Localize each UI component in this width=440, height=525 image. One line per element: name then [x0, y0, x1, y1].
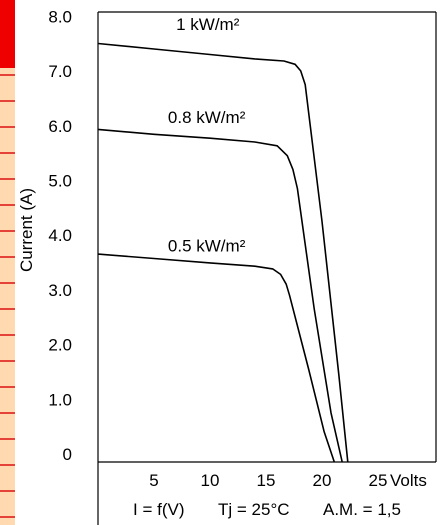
- y-tick-label: 8.0: [48, 7, 72, 26]
- iv-curve-1: [97, 128, 343, 463]
- caption-equation: I = f(V): [133, 500, 184, 519]
- strip-top-block: [0, 0, 15, 68]
- strip-background: [0, 0, 15, 525]
- x-tick-labels: 5 10 15 20 25: [149, 471, 387, 490]
- x-tick-label: 10: [201, 471, 220, 490]
- y-tick-label: 6.0: [48, 117, 72, 136]
- curve-labels: 1 kW/m² 0.8 kW/m² 0.5 kW/m²: [168, 15, 246, 256]
- caption-air-mass: A.M. = 1,5: [323, 500, 401, 519]
- caption: I = f(V) Tj = 25°C A.M. = 1,5: [133, 500, 401, 519]
- plot-frame: [97, 11, 437, 525]
- y-tick-label: 1.0: [48, 390, 72, 409]
- iv-curves: [97, 42, 349, 463]
- curve-label-0: 1 kW/m²: [176, 15, 240, 34]
- decorative-side-strip: [0, 0, 15, 525]
- y-tick-label: 2.0: [48, 336, 72, 355]
- y-tick-label: 4.0: [48, 226, 72, 245]
- caption-temperature: Tj = 25°C: [218, 500, 290, 519]
- y-tick-labels: 0 1.0 2.0 3.0 4.0 5.0 6.0 7.0 8.0: [48, 7, 72, 464]
- x-tick-label: 25: [369, 471, 388, 490]
- x-tick-label: 20: [313, 471, 332, 490]
- x-axis-unit: Volts: [390, 471, 427, 490]
- y-tick-label: 0: [63, 445, 72, 464]
- y-tick-label: 5.0: [48, 172, 72, 191]
- iv-curve-2: [97, 253, 336, 463]
- iv-curve-0: [97, 42, 349, 463]
- y-axis-title: Current (A): [17, 188, 36, 272]
- y-tick-label: 3.0: [48, 281, 72, 300]
- curve-label-1: 0.8 kW/m²: [168, 108, 246, 127]
- x-tick-label: 15: [257, 471, 276, 490]
- x-tick-label: 5: [149, 471, 158, 490]
- y-tick-label: 7.0: [48, 62, 72, 81]
- curve-label-2: 0.5 kW/m²: [168, 236, 246, 255]
